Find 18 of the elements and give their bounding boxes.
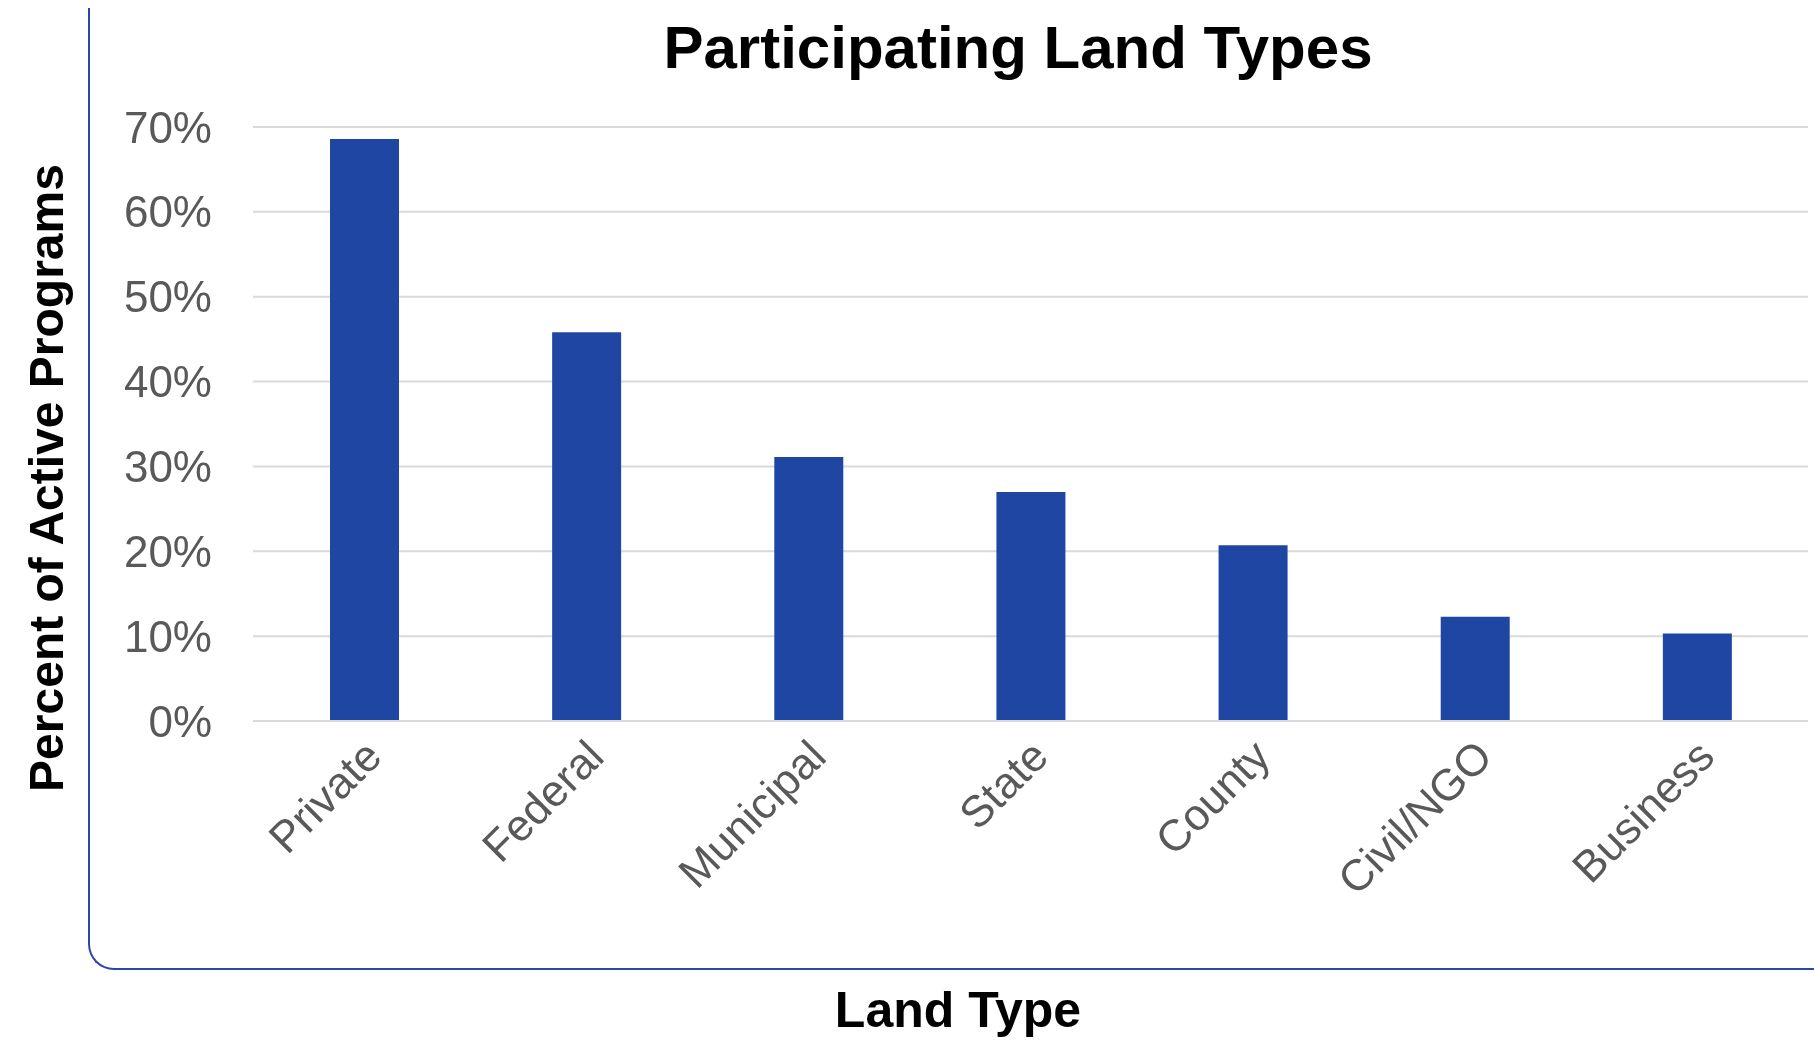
y-tick-label: 30% bbox=[123, 442, 212, 492]
y-axis-title: Percent of Active Programs bbox=[18, 164, 74, 792]
bar bbox=[1440, 616, 1510, 721]
bar bbox=[552, 332, 622, 721]
y-tick-label: 70% bbox=[123, 102, 212, 152]
bar bbox=[774, 457, 844, 721]
y-tick-label: 50% bbox=[123, 272, 212, 322]
x-axis-title: Land Type bbox=[834, 982, 1082, 1038]
y-tick-label: 10% bbox=[123, 611, 212, 661]
bar bbox=[1662, 633, 1732, 721]
bar bbox=[330, 138, 399, 721]
y-tick-label: 20% bbox=[123, 526, 212, 576]
y-tick-label: 0% bbox=[148, 696, 212, 746]
chart-title: Participating Land Types bbox=[662, 13, 1374, 83]
y-tick-label: 40% bbox=[123, 357, 212, 407]
y-tick-label: 60% bbox=[123, 187, 212, 237]
bar bbox=[1218, 545, 1288, 721]
bar bbox=[996, 491, 1066, 721]
